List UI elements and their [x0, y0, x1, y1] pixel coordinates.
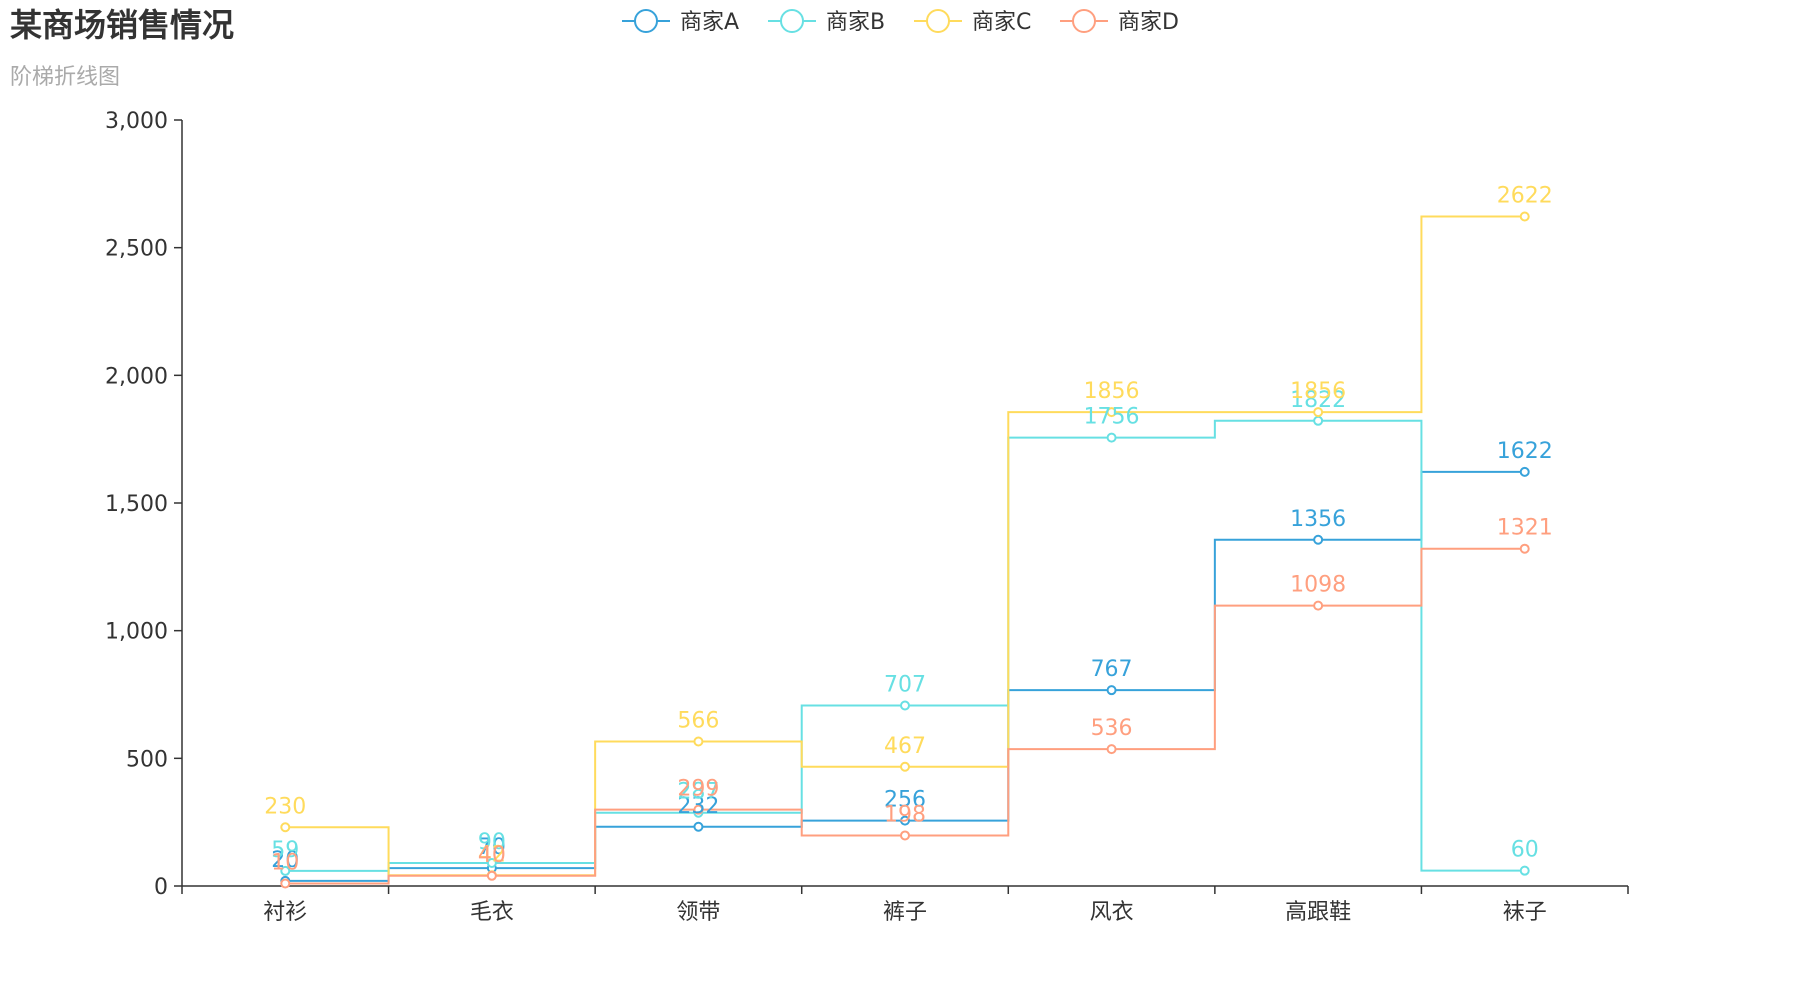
- x-tick-label: 毛衣: [470, 900, 514, 925]
- data-point[interactable]: [1106, 432, 1117, 443]
- chart-title: 某商场销售情况: [10, 6, 234, 44]
- data-label: 1622: [1497, 439, 1553, 464]
- y-tick-label: 500: [126, 747, 168, 772]
- data-point[interactable]: [1519, 543, 1530, 554]
- data-label: 1098: [1290, 573, 1346, 598]
- data-label: 566: [677, 708, 719, 733]
- legend-label: 商家B: [826, 10, 885, 35]
- data-point[interactable]: [900, 700, 910, 711]
- data-point[interactable]: [1519, 466, 1530, 477]
- data-point[interactable]: [1519, 865, 1530, 876]
- data-label: 230: [264, 794, 306, 819]
- data-label: 1356: [1290, 507, 1346, 532]
- data-point[interactable]: [1106, 407, 1117, 418]
- data-point[interactable]: [900, 761, 910, 772]
- chart-subtitle: 阶梯折线图: [10, 65, 120, 90]
- data-point[interactable]: [280, 865, 291, 876]
- data-point[interactable]: [486, 858, 497, 869]
- data-point[interactable]: [1519, 211, 1530, 222]
- data-label: 467: [884, 734, 926, 759]
- legend-marker: [634, 9, 658, 33]
- data-label: 1856: [1290, 379, 1346, 404]
- x-tick-label: 衬衫: [263, 900, 307, 925]
- y-tick-label: 2,000: [105, 364, 168, 389]
- legend-item[interactable]: 商家D: [1060, 9, 1179, 35]
- data-label: 1856: [1084, 379, 1140, 404]
- legend-label: 商家A: [680, 10, 739, 35]
- data-point[interactable]: [1313, 407, 1324, 418]
- legend-item[interactable]: 商家C: [914, 9, 1031, 35]
- series-layer: [280, 211, 1530, 889]
- data-label: 20: [271, 848, 299, 873]
- x-tick-label: 裤子: [883, 900, 927, 925]
- y-tick-label: 1,000: [105, 620, 168, 645]
- legend-item[interactable]: 商家B: [768, 9, 885, 35]
- data-label: 198: [884, 802, 926, 827]
- data-label: 767: [1091, 657, 1133, 682]
- y-tick-label: 3,000: [105, 109, 168, 134]
- data-point[interactable]: [1106, 685, 1117, 696]
- legend-label: 商家D: [1118, 10, 1179, 35]
- data-point[interactable]: [1313, 415, 1324, 426]
- data-label: 232: [677, 794, 719, 819]
- axes: 0 500 1,000 1,500 2,000 2,500 3,000 衬衫 毛衣 领带 裤子 风衣 高…: [105, 109, 1629, 925]
- data-label: 10: [271, 850, 299, 875]
- data-point[interactable]: [693, 821, 704, 832]
- data-label: 1321: [1497, 516, 1553, 541]
- data-label: 60: [1511, 838, 1539, 863]
- data-label: 1822: [1290, 388, 1346, 413]
- y-tick-label: 0: [154, 875, 168, 900]
- legend-label: 商家C: [972, 10, 1031, 35]
- x-tick-label: 袜子: [1503, 900, 1547, 925]
- legend-marker: [1072, 9, 1096, 33]
- data-label: 42: [478, 842, 506, 867]
- legend-item[interactable]: 商家A: [622, 9, 739, 35]
- data-point[interactable]: [693, 736, 704, 747]
- x-tick-label: 高跟鞋: [1285, 900, 1351, 925]
- data-point[interactable]: [900, 830, 910, 841]
- data-label: 70: [478, 835, 506, 860]
- legend-marker: [780, 9, 804, 33]
- data-point[interactable]: [1106, 744, 1117, 755]
- data-point[interactable]: [486, 870, 497, 881]
- data-label: 536: [1091, 716, 1133, 741]
- data-label: 2622: [1497, 184, 1553, 209]
- data-label: 256: [884, 788, 926, 813]
- y-tick-label: 2,500: [105, 237, 168, 262]
- x-tick-label: 风衣: [1090, 900, 1134, 925]
- data-point[interactable]: [900, 815, 910, 826]
- data-point[interactable]: [1313, 600, 1324, 611]
- x-tick-label: 领带: [676, 900, 720, 925]
- data-label: 707: [884, 672, 926, 697]
- data-point[interactable]: [280, 878, 291, 889]
- data-point[interactable]: [280, 822, 291, 833]
- data-label: 299: [677, 777, 719, 802]
- legend: 商家A 商家B 商家C 商家D: [622, 9, 1179, 35]
- legend-marker: [926, 9, 950, 33]
- series-line: [285, 215, 1525, 877]
- data-label: 287: [677, 780, 719, 805]
- data-point[interactable]: [693, 804, 704, 815]
- data-label: 59: [271, 838, 299, 863]
- y-tick-label: 1,500: [105, 492, 168, 517]
- data-labels-layer: 20 70 232 256 767 1356 1622 59 90 287 707 1756 1822 6…: [264, 184, 1552, 876]
- data-label: 90: [478, 830, 506, 855]
- data-label: 1756: [1084, 405, 1140, 430]
- data-label: 40: [478, 843, 506, 868]
- data-point[interactable]: [1313, 534, 1324, 545]
